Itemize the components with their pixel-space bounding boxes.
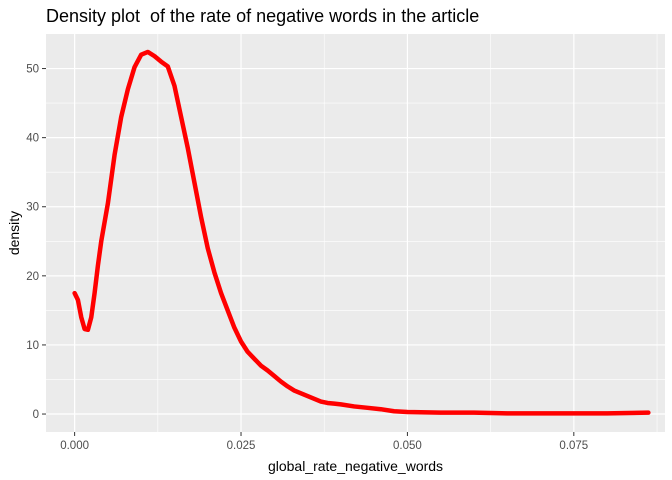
- y-tick-label: 40: [26, 133, 39, 145]
- x-axis-ticks: 0.000 0.025 0.050 0.075: [60, 432, 588, 452]
- x-axis-title: global_rate_negative_words: [268, 458, 443, 474]
- minor-gridlines: [46, 34, 665, 432]
- y-tick-label: 30: [26, 202, 39, 214]
- y-tick-label: 20: [26, 271, 39, 283]
- y-tick-label: 0: [33, 409, 39, 421]
- y-tick-label: 50: [26, 64, 39, 76]
- x-tick-label: 0.050: [393, 440, 422, 452]
- y-axis-ticks: 0 10 20 30 40 50: [26, 64, 46, 421]
- density-curve: [72, 49, 651, 416]
- x-tick-label: 0.000: [60, 440, 89, 452]
- y-axis-title: density: [6, 211, 22, 255]
- plot-panel: [46, 34, 665, 432]
- y-tick-label: 10: [26, 340, 39, 352]
- x-tick-label: 0.025: [227, 440, 256, 452]
- x-tick-label: 0.075: [559, 440, 588, 452]
- chart-title: Density plot of the rate of negative wor…: [46, 6, 480, 26]
